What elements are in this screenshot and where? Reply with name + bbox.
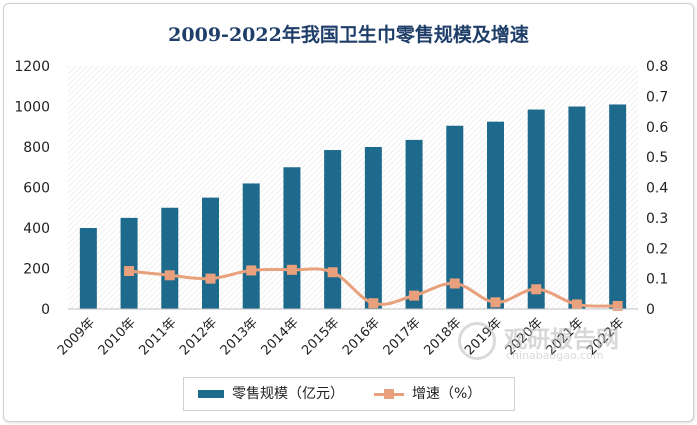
- bar: [609, 104, 627, 309]
- growth-marker: [327, 267, 338, 278]
- y-left-tick-label: 400: [23, 221, 50, 237]
- legend-label: 增速（%）: [412, 386, 482, 402]
- x-tick-label: 2020年: [503, 315, 546, 358]
- x-tick-label: 2013年: [218, 315, 261, 358]
- y-right-tick-label: 0.1: [646, 272, 668, 288]
- y-right-tick-label: 0.5: [646, 150, 668, 166]
- legend-marker-swatch: [384, 389, 394, 399]
- x-tick-label: 2018年: [421, 315, 464, 358]
- y-right-tick-label: 0.4: [646, 181, 668, 197]
- bar: [568, 106, 586, 309]
- x-tick-label: 2009年: [55, 315, 98, 358]
- growth-marker: [286, 264, 297, 275]
- x-tick-label: 2019年: [462, 315, 505, 358]
- growth-marker: [124, 266, 135, 277]
- growth-marker: [368, 298, 379, 309]
- growth-marker: [490, 297, 501, 308]
- y-right-tick-label: 0: [646, 302, 655, 318]
- bar: [324, 150, 342, 309]
- growth-marker: [246, 265, 257, 276]
- x-tick-label: 2016年: [340, 315, 383, 358]
- growth-marker: [409, 290, 420, 301]
- bar: [446, 125, 464, 309]
- growth-marker: [612, 300, 623, 311]
- x-tick-label: 2022年: [584, 315, 627, 358]
- y-right-tick-label: 0.6: [646, 120, 668, 136]
- y-left-tick-label: 1000: [14, 100, 50, 116]
- x-tick-label: 2017年: [381, 315, 424, 358]
- bar: [527, 109, 545, 309]
- bar: [79, 228, 97, 309]
- growth-marker: [164, 270, 175, 281]
- bar: [405, 139, 423, 309]
- legend: 零售规模（亿元） 增速（%）: [183, 377, 515, 411]
- y-right-tick-label: 0.7: [646, 89, 668, 105]
- x-tick-label: 2010年: [96, 315, 139, 358]
- bar: [161, 207, 179, 309]
- x-tick-label: 2021年: [544, 315, 587, 358]
- growth-marker: [205, 273, 216, 284]
- growth-marker: [531, 284, 542, 295]
- legend-label: 零售规模（亿元）: [232, 386, 344, 402]
- y-left-tick-label: 200: [23, 262, 50, 278]
- bar: [487, 121, 504, 309]
- chart-title: 2009-2022年我国卫生巾零售规模及增速: [168, 24, 529, 46]
- growth-marker: [449, 278, 460, 289]
- y-right-tick-label: 0.2: [646, 241, 668, 257]
- x-tick-label: 2014年: [259, 315, 302, 358]
- bar: [120, 217, 138, 309]
- legend-item-line: 增速（%）: [374, 385, 481, 403]
- legend-bar-swatch: [198, 390, 224, 398]
- y-right-tick-label: 0.8: [646, 59, 668, 75]
- x-tick-label: 2011年: [136, 315, 179, 358]
- x-tick-label: 2015年: [299, 315, 342, 358]
- y-right-tick-label: 0.3: [646, 211, 668, 227]
- bar: [242, 183, 260, 309]
- y-left-tick-label: 0: [41, 302, 50, 318]
- y-left-tick-label: 600: [23, 181, 50, 197]
- bar: [283, 167, 301, 309]
- bar: [364, 147, 382, 309]
- x-tick-label: 2012年: [177, 315, 220, 358]
- y-left-tick-label: 800: [23, 140, 50, 156]
- legend-item-bar: 零售规模（亿元）: [198, 385, 344, 403]
- y-left-tick-label: 1200: [14, 59, 50, 75]
- bar: [202, 197, 219, 309]
- growth-marker: [571, 299, 582, 310]
